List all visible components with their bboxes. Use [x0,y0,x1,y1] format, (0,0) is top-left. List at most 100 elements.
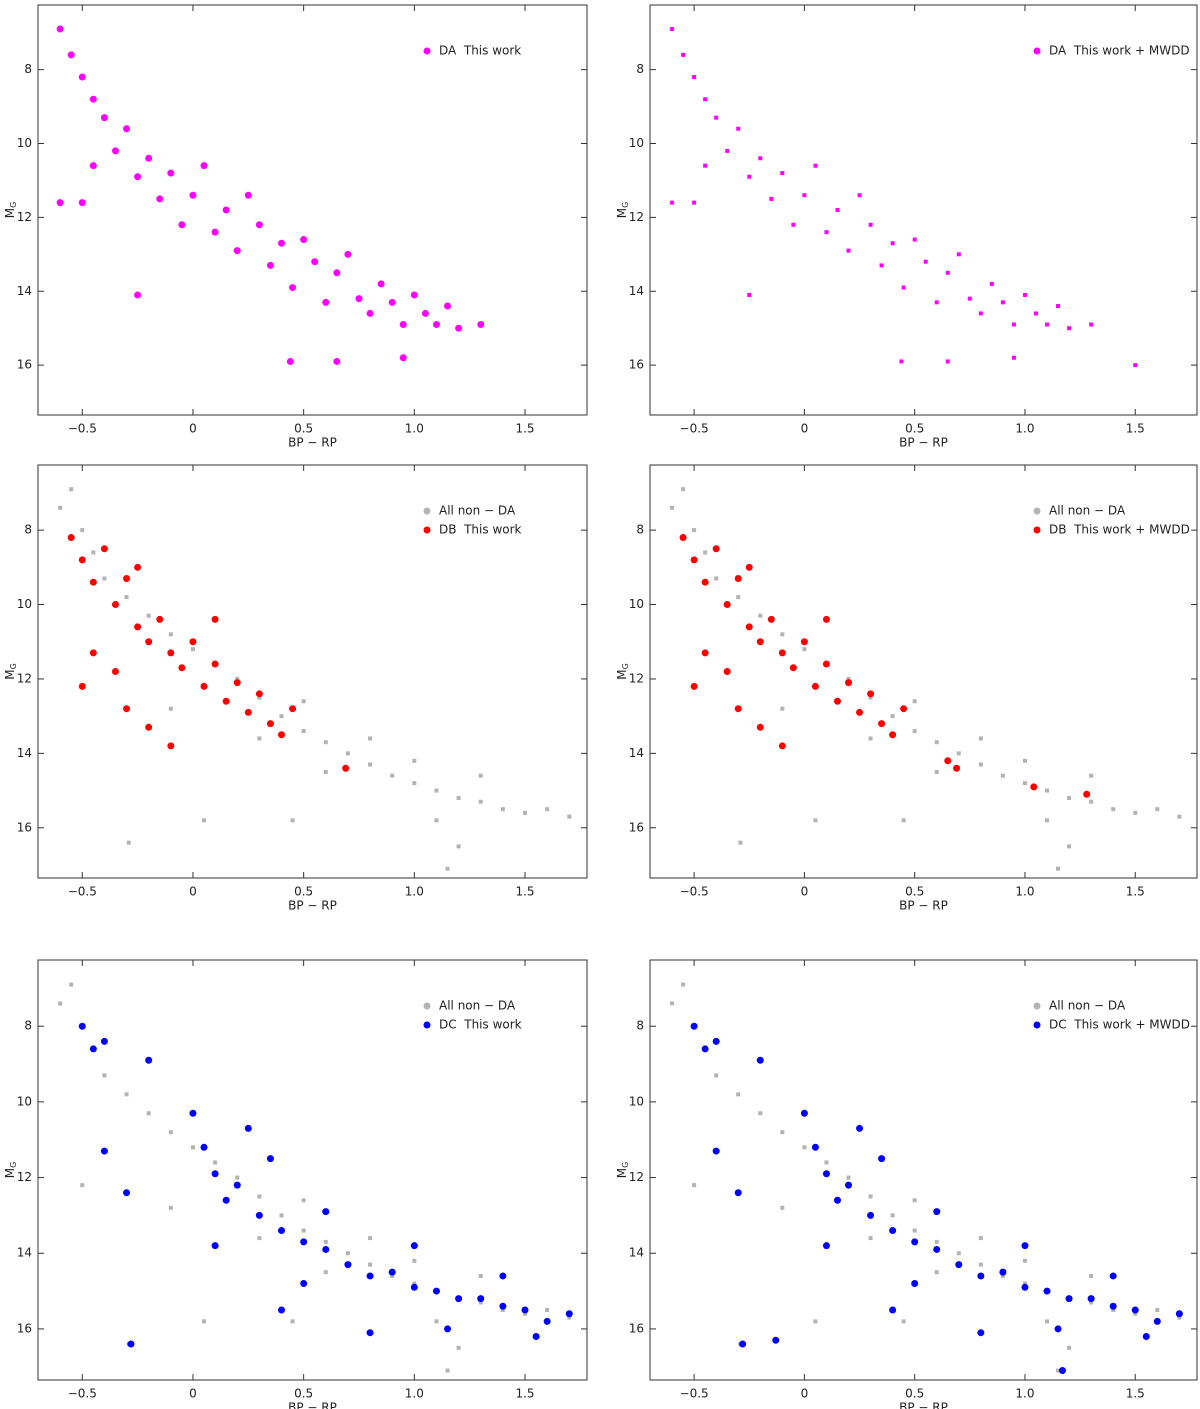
point [200,162,208,170]
point [412,1281,417,1286]
point [289,284,297,292]
point [822,660,830,668]
point [780,1130,785,1135]
point [739,1340,747,1348]
point [565,1310,573,1318]
point [1109,1272,1117,1280]
point [58,505,63,510]
y-tick-label: 8 [24,523,32,537]
point [690,1022,698,1030]
point [368,736,373,741]
point [1155,807,1160,812]
plot-area [670,982,1183,1375]
point [78,1022,86,1030]
point [80,528,85,533]
point [1175,1310,1183,1318]
x-axis-label: BP − RP [899,1401,948,1409]
point [123,1189,131,1197]
x-tick-label: 0.5 [294,422,313,436]
point [78,682,86,690]
x-tick-label: −0.5 [680,1387,709,1401]
y-axis-label: MG [615,1162,630,1179]
point [366,1272,374,1280]
point [102,1073,107,1078]
point [124,1092,129,1097]
point [923,259,928,264]
point [390,1273,395,1278]
y-tick-label: 8 [24,1019,32,1033]
point [311,258,319,266]
point [977,1272,985,1280]
point [868,1236,873,1241]
point [445,866,450,871]
point [945,359,950,364]
point [1011,355,1016,360]
y-tick-label: 12 [17,671,32,685]
point [769,196,774,201]
point [890,1213,895,1218]
point [213,1160,218,1165]
point [868,222,873,227]
point [222,206,230,214]
x-tick-label: 0 [189,422,197,436]
point [67,534,75,542]
point [767,615,775,623]
y-axis-label-sub: G [9,663,18,669]
point [300,236,308,244]
point [999,1268,1007,1276]
y-tick-label: 10 [17,1094,32,1108]
point [290,818,295,823]
point [1133,810,1138,815]
y-axis-label: MG [615,202,630,219]
legend-label: All non − DA [439,999,516,1013]
y-axis-label-sub: G [9,1162,18,1168]
point [244,708,252,716]
point [69,487,74,492]
legend-label: DA This work [439,44,521,58]
point [802,647,807,652]
y-axis-label: MG [3,202,18,219]
point [434,788,439,793]
x-tick-label: 1.5 [515,885,534,899]
point [323,1270,328,1275]
x-tick-label: 1.5 [515,422,534,436]
point [233,679,241,687]
point [200,1143,208,1151]
point [670,27,675,32]
x-tick-label: 0.5 [905,422,924,436]
point [521,1306,529,1314]
point [1067,326,1072,331]
point [244,191,252,199]
x-axis-label: BP − RP [288,1401,337,1409]
point [714,115,719,120]
panel: −0.5 0 0.5 1.0 1.5 8 10 12 14 16 BP − RP MG All non … [615,959,1198,1409]
point [445,1368,450,1373]
point [956,1251,961,1256]
point [89,649,97,657]
point [890,714,895,719]
point [845,679,853,687]
point [934,1239,939,1244]
plot-area [58,982,573,1373]
y-tick-label: 14 [629,1246,644,1260]
point [323,1239,328,1244]
point [1022,781,1027,786]
point [714,1073,719,1078]
y-axis-label-sub: G [621,202,630,208]
point [703,97,708,102]
point [123,705,131,713]
point [233,247,241,255]
point [211,615,219,623]
point [756,638,764,646]
point [868,1194,873,1199]
point [912,699,917,704]
point [899,359,904,364]
x-tick-label: 1.0 [405,422,424,436]
point [1155,1308,1160,1312]
point [322,1245,330,1253]
x-tick-label: −0.5 [68,422,97,436]
point [978,1236,983,1241]
point [190,647,195,652]
point [368,1236,373,1241]
point [126,840,131,845]
